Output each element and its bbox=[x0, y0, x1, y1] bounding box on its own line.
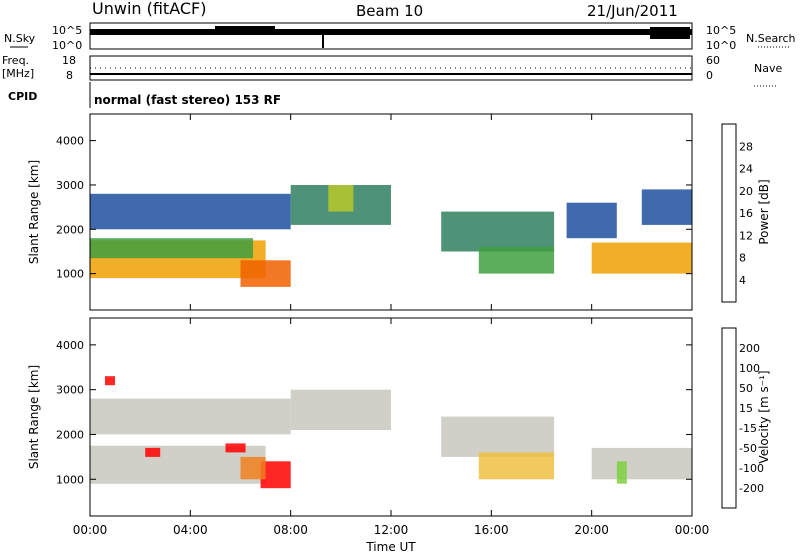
velocity-colorbar-tick: -15 bbox=[739, 422, 757, 435]
nave-label: Nave bbox=[754, 62, 782, 75]
velocity-colorbar-tick: 200 bbox=[739, 342, 760, 355]
velocity-band-9 bbox=[145, 447, 161, 457]
freq-tick-bottom: 8 bbox=[66, 69, 73, 82]
power-colorbar-tick: 16 bbox=[739, 207, 753, 220]
velocity-band-8 bbox=[616, 461, 627, 484]
power-colorbar-tick: 8 bbox=[739, 252, 746, 265]
time-axis: 00:00 04:00 08:00 12:00 16:00 20:00 00:00 bbox=[73, 114, 710, 537]
freq-tick-top: 18 bbox=[62, 54, 76, 67]
velocity-ytick-label: 1000 bbox=[56, 473, 84, 486]
power-colorbar-tick: 28 bbox=[739, 140, 753, 153]
beam-label: Beam 10 bbox=[356, 2, 423, 20]
velocity-band-3 bbox=[240, 456, 266, 480]
cpid-value: normal (fast stereo) 153 RF bbox=[94, 93, 281, 107]
velocity-band-2 bbox=[260, 461, 291, 489]
power-ytick-label: 4000 bbox=[56, 135, 84, 148]
power-colorbar-tick: 20 bbox=[739, 185, 753, 198]
power-band-3 bbox=[240, 260, 291, 287]
time-tick-label: 00:00 bbox=[675, 523, 710, 537]
velocity-colorbar-tick: -50 bbox=[739, 442, 757, 455]
velocity-band-5 bbox=[441, 416, 555, 457]
freq-label-line2: [MHz] bbox=[2, 67, 34, 80]
power-band-2 bbox=[90, 193, 291, 230]
power-colorbar-frame bbox=[721, 123, 737, 303]
power-panel: 1000 2000 3000 4000 Slant Range [km] bbox=[27, 113, 693, 311]
power-colorbar-tick: 24 bbox=[739, 163, 753, 176]
nsky-panel: N.Sky 10^5 10^0 10^5 10^0 N.Search bbox=[4, 22, 796, 52]
nave-tick-bottom: 0 bbox=[706, 69, 713, 82]
power-band-1 bbox=[90, 238, 253, 259]
velocity-band-4 bbox=[290, 389, 391, 430]
velocity-panel: 1000 2000 3000 4000 Slant Range [km] bbox=[27, 317, 693, 517]
power-colorbar-label: Power [dB] bbox=[757, 179, 771, 244]
freq-label-line1: Freq. bbox=[2, 54, 29, 67]
time-axis-label: Time UT bbox=[365, 540, 416, 554]
velocity-band-10 bbox=[225, 443, 246, 453]
velocity-colorbar-tick: 50 bbox=[739, 382, 753, 395]
power-band-10 bbox=[641, 189, 692, 225]
freq-panel: Freq. [MHz] 18 8 60 0 Nave bbox=[2, 54, 782, 87]
velocity-band-7 bbox=[591, 447, 692, 480]
time-tick-label: 00:00 bbox=[73, 523, 108, 537]
nsearch-label: N.Search bbox=[746, 32, 796, 45]
nsky-label: N.Sky bbox=[4, 32, 36, 45]
power-band-5 bbox=[328, 185, 354, 212]
time-tick-label: 12:00 bbox=[374, 523, 409, 537]
power-colorbar-tick: 12 bbox=[739, 229, 753, 242]
date-label: 21/Jun/2011 bbox=[587, 2, 678, 20]
velocity-colorbar-frame bbox=[721, 327, 737, 509]
power-colorbar-tick: 4 bbox=[739, 274, 746, 287]
nave-tick-top: 60 bbox=[706, 54, 720, 67]
nsky-tick-top: 10^5 bbox=[52, 24, 82, 37]
power-band-8 bbox=[566, 202, 617, 239]
velocity-band-11 bbox=[105, 376, 115, 386]
velocity-colorbar: 200 100 50 15 -15 -50 -100 -200 bbox=[721, 327, 764, 509]
velocity-colorbar-tick: 100 bbox=[739, 362, 760, 375]
velocity-band-6 bbox=[478, 452, 555, 480]
velocity-band-1 bbox=[90, 398, 291, 435]
time-tick-label: 04:00 bbox=[173, 523, 208, 537]
power-band-7 bbox=[478, 247, 555, 274]
velocity-colorbar-tick: 15 bbox=[739, 402, 753, 415]
velocity-ytick-label: 3000 bbox=[56, 384, 84, 397]
nsky-tick-bottom: 10^0 bbox=[52, 39, 82, 52]
power-colorbar: 4 8 12 16 20 24 28 bbox=[721, 123, 753, 303]
nsearch-tick-top: 10^5 bbox=[706, 24, 736, 37]
site-title: Unwin (fitACF) bbox=[92, 0, 206, 18]
power-ylabel: Slant Range [km] bbox=[27, 160, 41, 264]
power-band-6 bbox=[441, 211, 555, 252]
velocity-ytick-label: 2000 bbox=[56, 428, 84, 441]
velocity-colorbar-label: Velocity [m s⁻¹] bbox=[757, 370, 771, 463]
velocity-colorbar-tick: -100 bbox=[739, 462, 764, 475]
cpid-label: CPID bbox=[8, 90, 37, 103]
nsearch-tick-bottom: 10^0 bbox=[706, 39, 736, 52]
power-ytick-label: 3000 bbox=[56, 179, 84, 192]
time-tick-label: 20:00 bbox=[574, 523, 609, 537]
time-tick-label: 16:00 bbox=[474, 523, 509, 537]
time-tick-label: 08:00 bbox=[273, 523, 308, 537]
velocity-colorbar-tick: -200 bbox=[739, 482, 764, 495]
power-ytick-label: 2000 bbox=[56, 223, 84, 236]
power-ytick-label: 1000 bbox=[56, 268, 84, 281]
velocity-ylabel: Slant Range [km] bbox=[27, 365, 41, 469]
power-band-9 bbox=[591, 242, 692, 274]
velocity-ytick-label: 4000 bbox=[56, 339, 84, 352]
